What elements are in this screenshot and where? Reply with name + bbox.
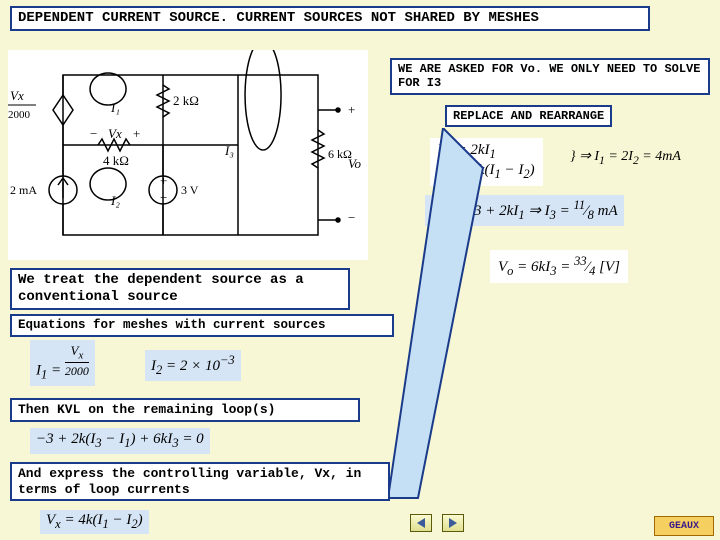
treat-box: We treat the dependent source as a conve… <box>10 268 350 310</box>
next-button[interactable] <box>442 514 464 532</box>
replace-box: REPLACE AND REARRANGE <box>445 105 612 127</box>
svg-text:−: − <box>90 126 97 141</box>
svg-text:+: + <box>133 126 140 141</box>
c-i3: I₃ <box>224 143 234 158</box>
solve-note-text: WE ARE ASKED FOR Vo. WE ONLY NEED TO SOL… <box>398 62 700 90</box>
svg-text:−: − <box>348 210 355 225</box>
solve-note: WE ARE ASKED FOR Vo. WE ONLY NEED TO SOL… <box>390 58 710 95</box>
eqmesh-box: Equations for meshes with current source… <box>10 314 394 337</box>
svg-text:−: − <box>160 190 167 205</box>
express-box: And express the controlling variable, Vx… <box>10 462 390 501</box>
replace-text: REPLACE AND REARRANGE <box>453 109 604 123</box>
c-vx: Vx <box>108 126 122 141</box>
eq-vx: Vx = 4k(I1 − I2) <box>40 510 149 534</box>
c-vo: Vo <box>348 156 362 171</box>
express-text: And express the controlling variable, Vx… <box>18 466 361 497</box>
eq-kvl: −3 + 2k(I3 − I1) + 6kI3 = 0 <box>30 428 210 454</box>
c-src-top: Vx <box>10 88 24 103</box>
c-r1: 2 kΩ <box>173 93 199 108</box>
kvl-box: Then KVL on the remaining loop(s) <box>10 398 360 422</box>
c-i1: I₁ <box>110 100 120 115</box>
svg-text:+: + <box>348 102 355 117</box>
deriv-3: Vo = 6kI3 = 33⁄4 [V] <box>490 250 628 283</box>
eq-i2: I2 = 2 × 10−3 <box>145 350 241 381</box>
treat-text: We treat the dependent source as a conve… <box>18 272 304 305</box>
eqmesh-text: Equations for meshes with current source… <box>18 318 326 332</box>
deriv-1b: } ⇒ I1 = 2I2 = 4mA <box>570 148 681 167</box>
kvl-text: Then KVL on the remaining loop(s) <box>18 402 275 417</box>
logo-text: GEAUX <box>669 521 699 532</box>
c-src-div: 2000 <box>8 109 31 121</box>
prev-button[interactable] <box>410 514 432 532</box>
title-box: DEPENDENT CURRENT SOURCE. CURRENT SOURCE… <box>10 6 650 31</box>
eq-i1: I1 = Vx2000 <box>30 340 95 386</box>
c-i2: I₂ <box>110 193 120 208</box>
title-text: DEPENDENT CURRENT SOURCE. CURRENT SOURCE… <box>18 10 539 26</box>
pointer-wedge <box>388 128 508 518</box>
c-r2: 4 kΩ <box>103 153 129 168</box>
c-vsrc: 3 V <box>181 183 199 197</box>
c-isrc: 2 mA <box>10 183 37 197</box>
svg-text:+: + <box>160 173 167 188</box>
logo-badge: GEAUX <box>654 516 714 536</box>
circuit-diagram: Vx 2000 I₁ I₂ I₃ 2 kΩ 4 kΩ 6 kΩ 2 mA 3 V… <box>8 50 368 260</box>
nav-controls <box>410 514 464 532</box>
